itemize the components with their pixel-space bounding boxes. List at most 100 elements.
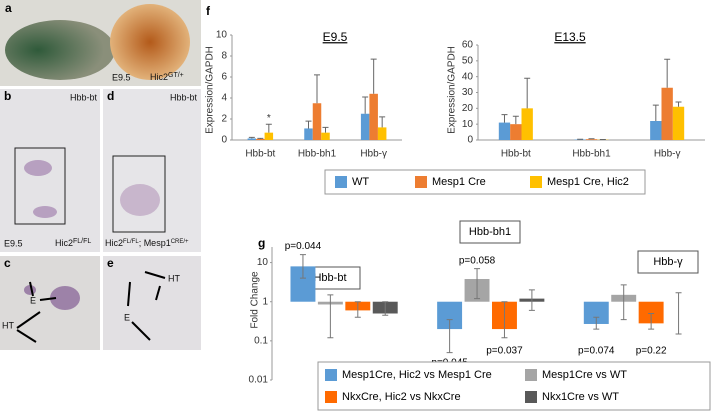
error-bar: [501, 301, 508, 339]
legend-label: NkxCre, Hic2 vs NkxCre: [342, 391, 461, 403]
mark-label: E: [30, 295, 36, 305]
y-tick-label: 6: [221, 72, 227, 83]
bar: [585, 139, 598, 140]
y-tick-label: 10: [462, 119, 474, 130]
photo-d: [103, 89, 201, 252]
p-value: p=0.074: [578, 345, 615, 356]
y-tick-label: 0.01: [249, 375, 269, 386]
legend-box: [317, 361, 711, 411]
y-axis-label: Expression/GAPDH: [205, 46, 216, 134]
error-bar: [362, 96, 369, 114]
bar: [321, 132, 330, 140]
legend-label: Nkx1Cre vs WT: [542, 391, 619, 403]
stain: [33, 206, 57, 218]
y-tick-label: 0: [467, 135, 473, 146]
error-bar: [593, 316, 600, 330]
y-tick-label: 40: [462, 71, 474, 82]
error-bar: [620, 284, 627, 321]
x-tick-label: Hbb-bt: [501, 149, 531, 160]
x-tick-label: Hbb-γ: [654, 149, 681, 160]
panel-label: c: [4, 256, 11, 270]
bar: [256, 138, 265, 140]
probe: Hbb-bt: [170, 92, 198, 102]
arrows: [16, 281, 57, 343]
error-bar: [501, 114, 508, 123]
genotype: Hic2FL/FL: [55, 238, 91, 249]
y-tick-label: 20: [462, 103, 474, 114]
bar: [360, 113, 370, 140]
y-tick-label: 4: [221, 93, 227, 104]
x-tick-label: Hbb-bh1: [572, 149, 611, 160]
annotation: *: [267, 113, 271, 124]
embryo: [110, 4, 190, 80]
error-bar: [648, 313, 655, 330]
p-value: p=0.22: [636, 345, 667, 356]
legend-swatch: [325, 391, 337, 403]
error-bar: [446, 319, 453, 354]
bar: [369, 93, 378, 140]
chart-title: E13.5: [554, 30, 586, 44]
error-bar: [257, 137, 264, 139]
bar: [661, 87, 673, 140]
y-tick-label: 10: [216, 30, 228, 41]
photo-e: [103, 256, 201, 350]
bar: [672, 106, 685, 140]
error-bar: [474, 268, 481, 300]
category-box: [637, 250, 699, 274]
x-tick-label: Hbb-bh1: [298, 149, 337, 160]
error-bar: [652, 104, 659, 121]
error-bar: [528, 289, 535, 311]
panel-label: g: [258, 236, 265, 250]
error-bar: [370, 58, 377, 94]
error-bar: [379, 116, 386, 128]
inset-box: [14, 147, 66, 225]
y-tick-label: 10: [257, 257, 269, 268]
y-tick-label: 30: [462, 87, 474, 98]
y-tick-label: 60: [462, 40, 474, 51]
bar: [650, 121, 662, 140]
y-tick-label: 50: [462, 55, 474, 66]
bar: [264, 132, 274, 140]
legend-box: [324, 169, 646, 195]
error-bar: [327, 294, 334, 339]
category-label: Hbb-γ: [653, 256, 683, 268]
bar: [583, 301, 609, 324]
y-axis-label: Expression/GAPDH: [447, 46, 458, 134]
y-axis-label: Fold Change: [250, 271, 261, 329]
category-label: Hbb-bh1: [469, 226, 511, 238]
panel-label: e: [107, 256, 114, 270]
p-value: p=0.037: [486, 345, 523, 356]
category-box: [459, 220, 521, 244]
x-tick-label: Hbb-γ: [360, 149, 387, 160]
stain: [120, 184, 160, 216]
error-bar: [675, 292, 682, 335]
legend-swatch: [415, 176, 427, 188]
error-bar: [354, 301, 361, 318]
genotype: Hic2GT/+: [150, 72, 184, 83]
probe: Hbb-bt: [70, 92, 98, 102]
stain: [50, 286, 80, 310]
stage: E9.5: [112, 72, 131, 82]
error-bar: [314, 74, 320, 104]
y-tick-label: 8: [221, 51, 227, 62]
category-label: Hbb-bt: [313, 272, 346, 284]
stage: E9.5: [4, 238, 23, 248]
bar: [498, 122, 511, 140]
legend-label: Mesp1Cre vs WT: [542, 369, 627, 381]
legend-swatch: [325, 369, 337, 381]
legend-swatch: [530, 176, 542, 188]
legend-label: WT: [352, 176, 369, 188]
legend-label: Mesp1 Cre: [432, 176, 486, 188]
error-bar: [299, 254, 306, 279]
panel-label: b: [4, 89, 11, 103]
bar: [377, 127, 387, 140]
error-bar: [524, 77, 531, 109]
y-tick-label: 0: [221, 135, 227, 146]
embryo: [5, 20, 115, 80]
p-value: p=0.058: [459, 255, 496, 266]
legend-label: Mesp1Cre, Hic2 vs Mesp1 Cre: [342, 369, 492, 381]
y-tick-label: 0.1: [254, 335, 268, 346]
chart-title: E9.5: [323, 30, 348, 44]
p-value: p=0.044: [285, 241, 322, 252]
error-bar: [305, 120, 312, 129]
